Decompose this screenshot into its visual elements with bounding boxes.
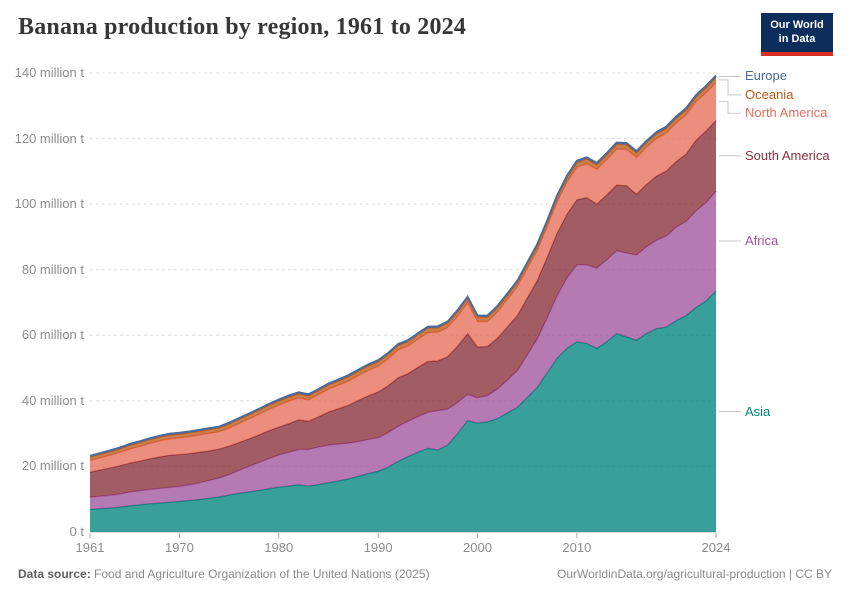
y-axis-label: 100 million t [14,196,84,212]
legend-label-europe[interactable]: Europe [745,68,787,84]
legend-label-africa[interactable]: Africa [745,233,779,249]
legend-connector-north-america [719,101,741,114]
legend-label-north-america[interactable]: North America [745,105,828,121]
y-axis-label: 140 million t [14,65,84,80]
y-axis-label: 0 t [69,524,84,539]
x-axis-label: 1980 [264,540,294,555]
owid-link[interactable]: OurWorldinData.org/agricultural-producti… [556,567,832,581]
area-outline-europe [89,74,717,457]
y-axis-label: 80 million t [21,261,84,277]
legend-label-asia[interactable]: Asia [745,403,771,419]
data-source-note: Data source: Food and Agriculture Organi… [18,567,430,581]
y-axis-label: 20 million t [21,458,84,474]
area-africa[interactable] [90,191,716,510]
x-axis-label: 2024 [701,540,731,555]
area-asia[interactable] [90,291,716,532]
x-axis-label: 1961 [75,540,105,555]
owid-logo-line2: in Data [778,32,816,45]
legend-label-south-america[interactable]: South America [745,147,830,163]
legend-connector-oceania [719,79,741,96]
y-axis-label: 60 million t [21,327,84,343]
x-axis-label: 1990 [363,540,393,555]
data-source-text: Food and Agriculture Organization of the… [90,567,430,581]
legend-label-oceania[interactable]: Oceania [745,86,794,102]
x-axis-label: 1970 [164,540,194,555]
data-source-label: Data source: [18,567,91,581]
area-south-america[interactable] [90,120,716,498]
x-axis-label: 2000 [463,540,492,555]
owid-logo-line1: Our World [770,19,824,31]
x-axis-label: 2010 [562,540,592,555]
page-title: Banana production by region, 1961 to 202… [18,14,467,40]
owid-logo[interactable]: Our World in Data [761,13,833,56]
y-axis-label: 40 million t [21,392,84,408]
y-axis-label: 120 million t [14,130,84,146]
